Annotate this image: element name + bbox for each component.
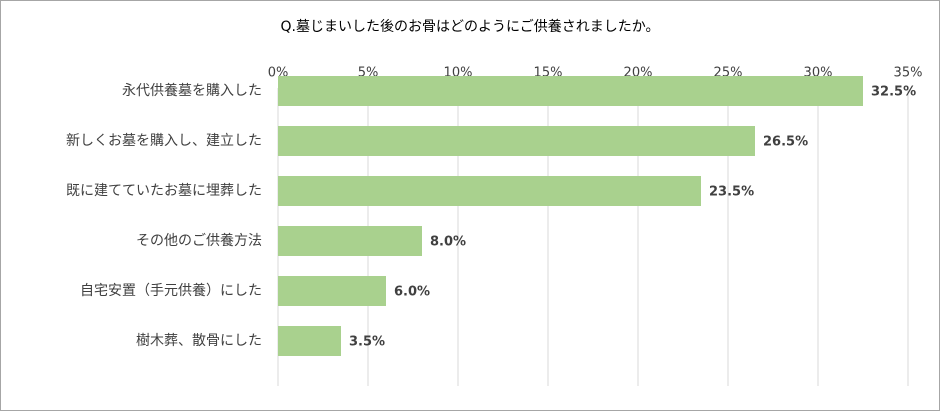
bar bbox=[278, 76, 863, 106]
value-label: 8.0% bbox=[430, 235, 466, 250]
value-label: 6.0% bbox=[394, 285, 430, 300]
y-tick-label: その他のご供養方法 bbox=[136, 232, 262, 249]
y-tick-label: 自宅安置（手元供養）にした bbox=[80, 282, 262, 299]
bar bbox=[278, 126, 755, 156]
chart-title: Q.墓じまいした後のお骨はどのようにご供養されましたか。 bbox=[281, 18, 660, 35]
value-label: 3.5% bbox=[349, 335, 385, 350]
bar bbox=[278, 326, 341, 356]
bar bbox=[278, 226, 422, 256]
y-tick-label: 樹木葬、散骨にした bbox=[136, 333, 262, 349]
bar bbox=[278, 176, 701, 206]
value-label: 26.5% bbox=[763, 135, 808, 150]
x-tick-label: 35% bbox=[894, 66, 923, 81]
y-tick-label: 既に建てていたお墓に埋葬した bbox=[66, 183, 262, 199]
value-label: 23.5% bbox=[709, 185, 754, 200]
bar bbox=[278, 276, 386, 306]
y-tick-label: 新しくお墓を購入し、建立した bbox=[66, 133, 262, 149]
y-tick-label: 永代供養墓を購入した bbox=[122, 82, 262, 99]
value-label: 32.5% bbox=[871, 85, 916, 100]
